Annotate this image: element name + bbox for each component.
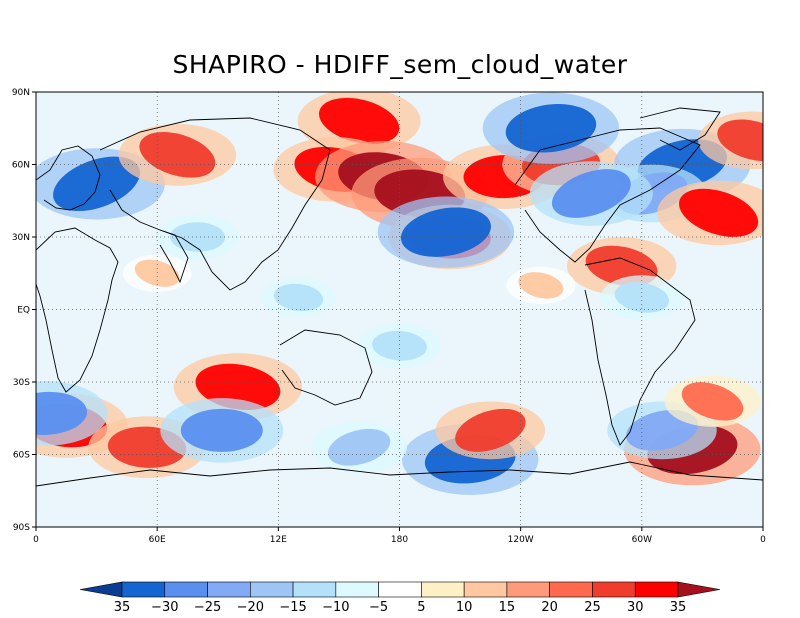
colorbar-label: 30 [627, 600, 644, 615]
x-tick-label: 0 [760, 535, 766, 545]
field-anomaly [372, 330, 427, 361]
y-tick-label: EQ [17, 306, 30, 316]
colorbar-label: 20 [541, 600, 558, 615]
field-layer [36, 92, 763, 495]
y-tick-labels: 90N 60N 30N EQ 30S 60S 90S [12, 88, 36, 533]
colorbar-swatch [592, 581, 636, 598]
field-anomaly [681, 382, 744, 421]
colorbar-label: −20 [237, 600, 264, 615]
x-tick-labels: 0 60E 12E 180 120W 60W 0 [33, 527, 766, 545]
colorbar-swatch [378, 581, 422, 598]
colorbar: 35 −30 −25 −20 −15 −10 −5 5 10 15 20 25 30 35 [79, 581, 721, 615]
x-tick-label: 120W [508, 535, 534, 545]
coastline-greenland [639, 107, 721, 151]
field-anomaly [551, 169, 631, 218]
colorbar-label: −25 [194, 600, 221, 615]
field-anomaly [36, 391, 88, 435]
colorbar-label: −30 [151, 600, 178, 615]
coastline-antarctica [36, 461, 763, 487]
coastline-south-america [584, 257, 696, 446]
colorbar-swatch [549, 581, 593, 598]
colorbar-swatch [121, 581, 166, 598]
field-anomaly [327, 428, 391, 466]
field-anomaly [134, 259, 180, 287]
colorbar-swatch [207, 581, 251, 598]
coastline-europe [36, 145, 101, 211]
y-tick-label: 90N [12, 88, 30, 98]
colorbar-swatch [292, 581, 337, 598]
colorbar-swatch [250, 581, 294, 598]
grid [36, 92, 763, 527]
colorbar-arrow-low [79, 581, 123, 598]
field-anomaly [318, 97, 400, 145]
colorbar-swatch [634, 581, 679, 598]
x-tick-label: 0 [33, 535, 39, 545]
coastline-north-america [514, 127, 701, 263]
colorbar-label: −5 [369, 600, 388, 615]
field-anomaly [180, 408, 263, 452]
chart-title: SHAPIRO - HDIFF_sem_cloud_water [172, 50, 628, 79]
field-anomaly [400, 207, 491, 257]
colorbar-label: 5 [417, 600, 425, 615]
colorbar-label: 25 [584, 600, 601, 615]
field-anomaly [679, 188, 759, 237]
colorbar-label: −15 [279, 600, 306, 615]
colorbar-arrow-high [677, 581, 721, 598]
field-anomaly [518, 272, 564, 299]
colorbar-label: 35 [114, 600, 131, 615]
colorbar-swatch [335, 581, 379, 598]
colorbar-swatch [506, 581, 550, 598]
coastline-australia [279, 329, 373, 406]
colorbar-label: −10 [322, 600, 349, 615]
field-anomaly [170, 222, 226, 252]
colorbar-label: 10 [456, 600, 473, 615]
field-anomaly [53, 156, 141, 212]
x-tick-label: 12E [270, 535, 287, 545]
x-tick-label: 180 [391, 535, 408, 545]
y-tick-label: 60S [13, 451, 30, 461]
field-anomaly [614, 282, 670, 313]
coastlines [36, 107, 763, 487]
field-anomaly [505, 104, 597, 153]
y-tick-label: 90S [13, 523, 30, 533]
coastline-india [159, 229, 189, 284]
coastline-africa [36, 227, 119, 393]
field-anomaly [455, 408, 526, 452]
colorbar-swatch [463, 581, 508, 598]
field-anomaly [273, 283, 324, 312]
x-tick-label: 60E [149, 535, 166, 545]
field-anomaly [626, 410, 698, 451]
field-anomaly [717, 119, 763, 162]
field-anomaly [139, 132, 216, 178]
colorbar-label: 35 [670, 600, 687, 615]
x-tick-label: 60W [632, 535, 652, 545]
colorbar-swatch [421, 581, 465, 598]
y-tick-label: 30S [13, 378, 30, 388]
colorbar-swatch [164, 581, 208, 598]
y-tick-label: 30N [12, 233, 30, 243]
y-tick-label: 60N [12, 161, 30, 171]
colorbar-label: 15 [499, 600, 516, 615]
